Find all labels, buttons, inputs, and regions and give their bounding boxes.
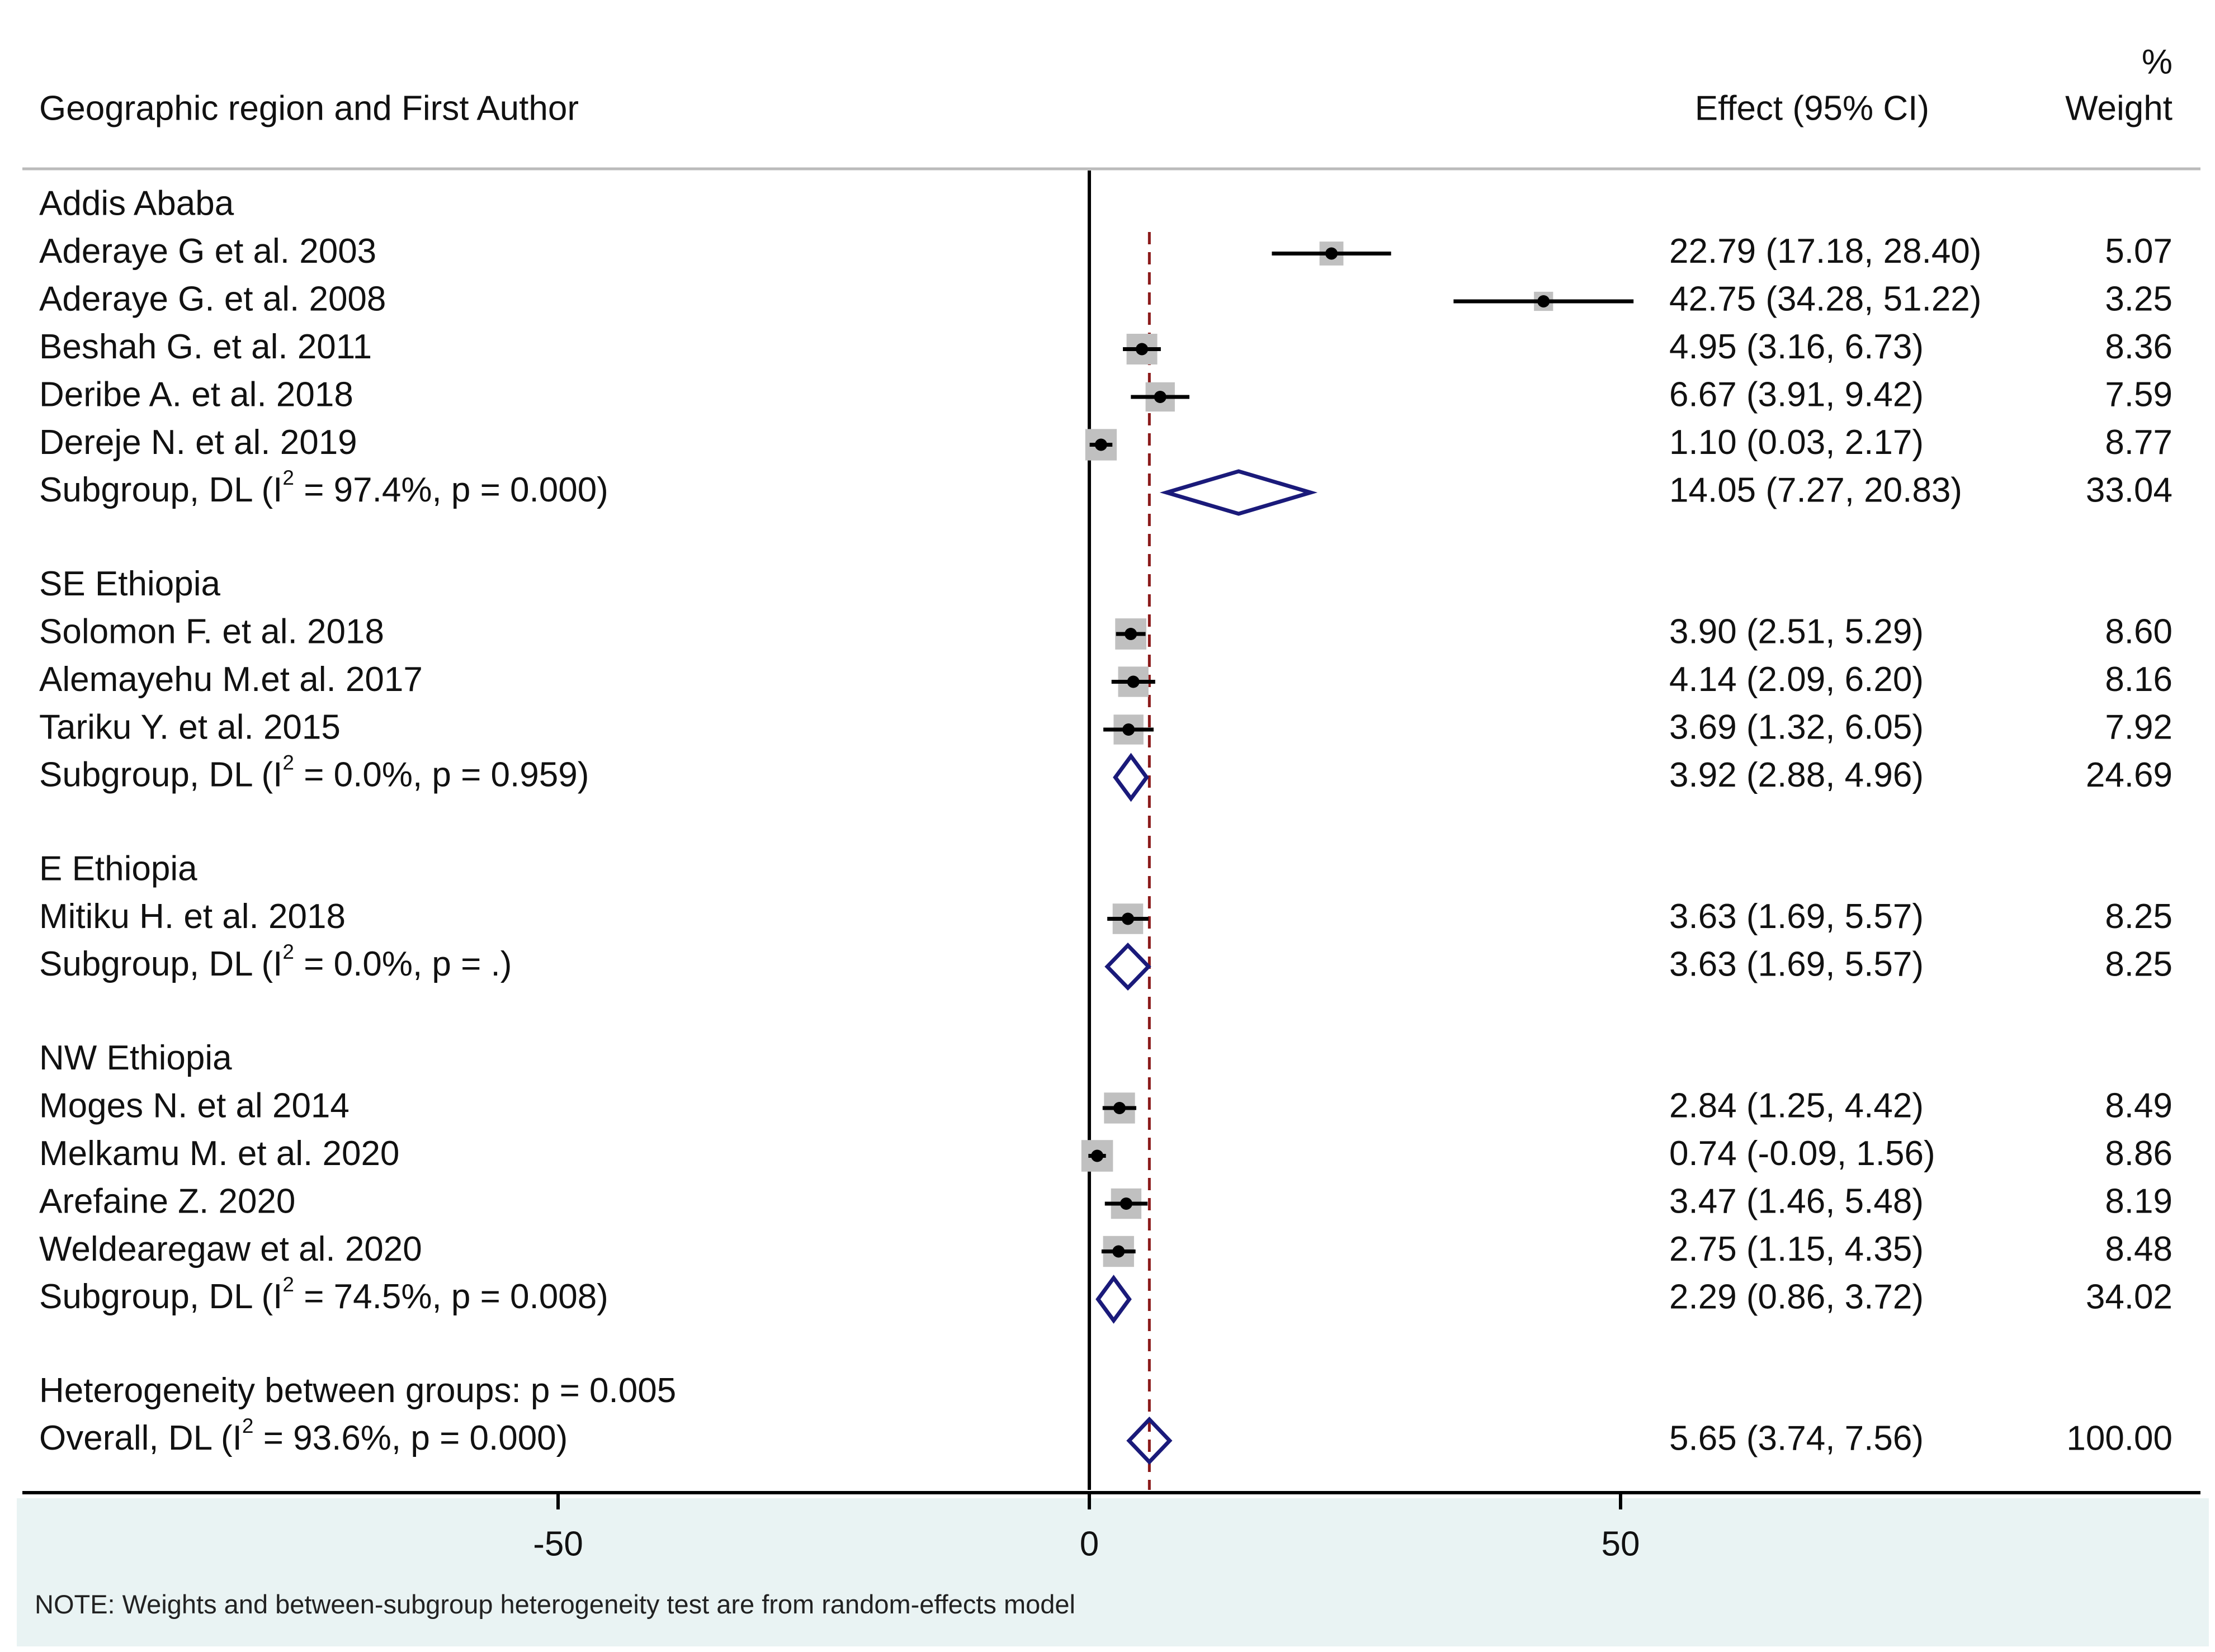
study-effect-ci: 4.95 (3.16, 6.73) [1669,328,1924,366]
study-weight: 5.07 [2105,232,2173,271]
study-effect-ci: 2.75 (1.15, 4.35) [1669,1230,1924,1268]
header-effect: Effect (95% CI) [1695,89,1929,127]
heterogeneity-text: Heterogeneity between groups: p = 0.005 [39,1371,676,1410]
study-label: Aderaye G et al. 2003 [39,232,376,271]
study-effect-ci: 1.10 (0.03, 2.17) [1669,423,1924,462]
study-weight: 8.77 [2105,423,2173,462]
study-effect-ci: 2.84 (1.25, 4.42) [1669,1086,1924,1125]
subgroup-diamond [1095,1275,1132,1324]
study-effect-ci: 0.74 (-0.09, 1.56) [1669,1134,1935,1173]
study-point [1121,912,1134,925]
study-point [1122,723,1135,736]
subgroup-label: Subgroup, DL (I2 = 74.5%, p = 0.008) [39,1273,608,1317]
study-label: Arefaine Z. 2020 [39,1182,295,1220]
study-label: Beshah G. et al. 2011 [39,328,372,366]
study-weight: 8.48 [2105,1230,2173,1268]
model-note: NOTE: Weights and between-subgroup heter… [35,1589,1075,1619]
subgroup-label: Subgroup, DL (I2 = 0.0%, p = 0.959) [39,751,589,794]
study-label: Deribe A. et al. 2018 [39,375,353,414]
study-effect-ci: 4.14 (2.09, 6.20) [1669,660,1924,699]
study-point [1537,295,1550,307]
study-label: Mitiku H. et al. 2018 [39,897,346,936]
header-label: Geographic region and First Author [39,89,579,127]
subgroup-weight: 8.25 [2105,945,2173,983]
study-effect-ci: 42.75 (34.28, 51.22) [1669,280,1981,318]
study-weight: 8.16 [2105,660,2173,699]
study-effect-ci: 3.47 (1.46, 5.48) [1669,1182,1924,1220]
study-label: Aderaye G. et al. 2008 [39,280,386,318]
header-weight-percent: % [2142,42,2173,81]
x-axis-tick-label: 0 [1080,1525,1099,1563]
axis-band [17,1498,2209,1646]
group-label: NW Ethiopia [39,1039,232,1077]
subgroup-weight: 33.04 [2086,471,2173,509]
study-weight: 3.25 [2105,280,2173,318]
study-weight: 7.92 [2105,708,2173,746]
subgroup-label: Subgroup, DL (I2 = 97.4%, p = 0.000) [39,466,608,510]
subgroup-diamond [1104,942,1151,991]
header-weight: Weight [2065,89,2173,127]
study-point [1120,1197,1132,1210]
study-point [1125,628,1137,640]
study-point [1127,675,1140,688]
study-label: Tariku Y. et al. 2015 [39,708,341,746]
subgroup-effect-ci: 3.92 (2.88, 4.96) [1669,756,1924,794]
subgroup-effect-ci: 14.05 (7.27, 20.83) [1669,471,1962,509]
group-label: Addis Ababa [39,184,234,223]
group-label: SE Ethiopia [39,565,221,603]
study-weight: 7.59 [2105,375,2173,414]
subgroup-label: Subgroup, DL (I2 = 0.0%, p = .) [39,940,512,984]
study-label: Weldearegaw et al. 2020 [39,1230,422,1268]
study-point [1112,1245,1125,1258]
overall-weight: 100.00 [2066,1419,2173,1457]
overall-effect-ci: 5.65 (3.74, 7.56) [1669,1419,1924,1457]
study-point [1091,1149,1104,1162]
study-weight: 8.60 [2105,612,2173,651]
study-effect-ci: 3.63 (1.69, 5.57) [1669,897,1924,936]
study-label: Solomon F. et al. 2018 [39,612,384,651]
x-axis-tick-label: 50 [1602,1525,1640,1563]
study-weight: 8.19 [2105,1182,2173,1220]
overall-diamond [1126,1416,1173,1465]
study-weight: 8.25 [2105,897,2173,936]
study-point [1094,438,1107,451]
subgroup-effect-ci: 2.29 (0.86, 3.72) [1669,1277,1924,1316]
subgroup-weight: 24.69 [2086,756,2173,794]
group-label: E Ethiopia [39,849,197,888]
study-effect-ci: 6.67 (3.91, 9.42) [1669,375,1924,414]
subgroup-effect-ci: 3.63 (1.69, 5.57) [1669,945,1924,983]
study-point [1136,343,1149,356]
subgroup-diamond [1113,752,1149,802]
study-label: Alemayehu M.et al. 2017 [39,660,423,699]
subgroup-weight: 34.02 [2086,1277,2173,1316]
study-label: Dereje N. et al. 2019 [39,423,357,462]
study-label: Moges N. et al 2014 [39,1086,350,1125]
study-effect-ci: 3.69 (1.32, 6.05) [1669,708,1924,746]
study-label: Melkamu M. et al. 2020 [39,1134,399,1173]
study-effect-ci: 22.79 (17.18, 28.40) [1669,232,1981,271]
subgroup-diamond [1159,469,1318,516]
study-point [1154,391,1166,403]
study-point [1325,247,1338,260]
study-weight: 8.86 [2105,1134,2173,1173]
x-axis-tick-label: -50 [533,1525,583,1563]
study-point [1113,1102,1126,1114]
study-weight: 8.36 [2105,328,2173,366]
overall-label: Overall, DL (I2 = 93.6%, p = 0.000) [39,1414,568,1458]
study-effect-ci: 3.90 (2.51, 5.29) [1669,612,1924,651]
study-weight: 8.49 [2105,1086,2173,1125]
